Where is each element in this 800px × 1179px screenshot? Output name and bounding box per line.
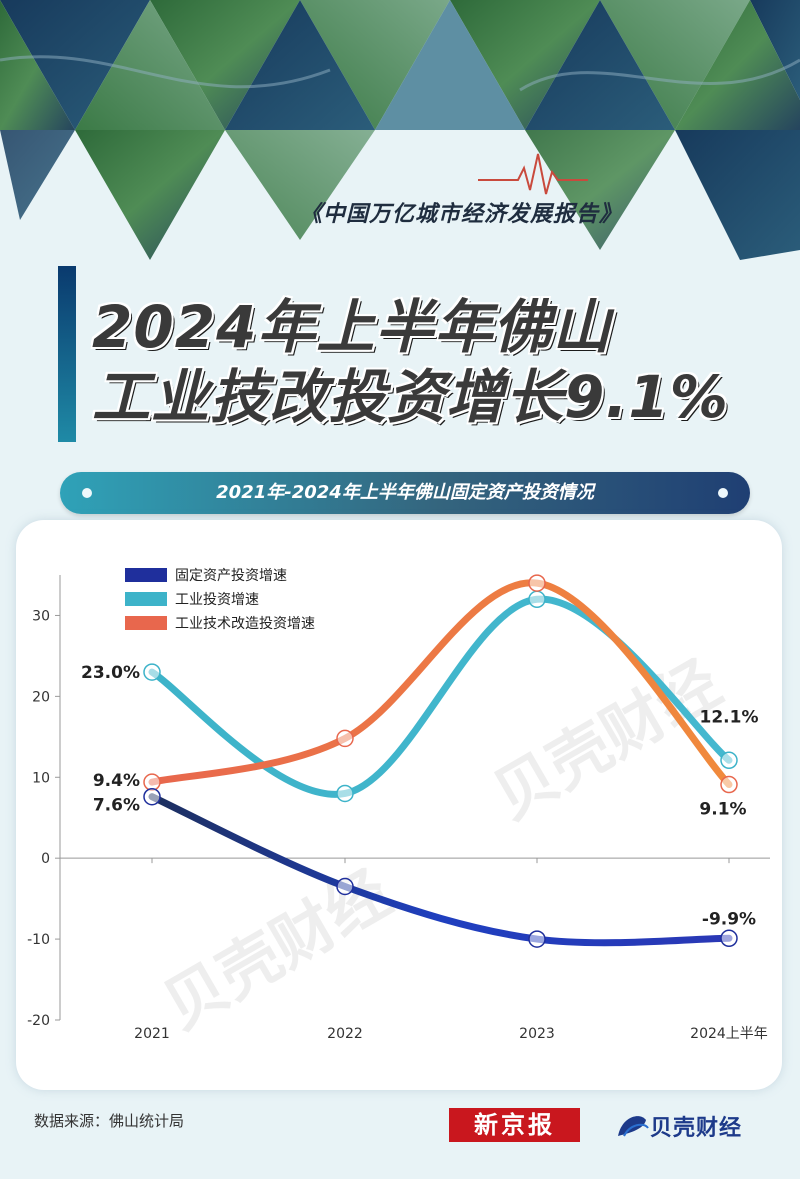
y-tick-label: -10 xyxy=(27,932,50,948)
y-tick-label: 0 xyxy=(41,851,50,867)
series-2-point xyxy=(143,773,161,791)
pill-dot-right xyxy=(718,488,728,498)
page-title-line-1: 2024年上半年佛山 xyxy=(92,293,612,361)
series-1-point xyxy=(720,751,738,770)
data-label: 12.1% xyxy=(700,707,759,727)
series-line-2 xyxy=(148,579,733,789)
chart-card xyxy=(16,520,782,1090)
data-label: 7.6% xyxy=(93,796,140,816)
x-tick-label: 2024上半年 xyxy=(690,1026,768,1042)
data-source: 数据来源：佛山统计局 xyxy=(34,1112,185,1130)
legend-swatch xyxy=(125,592,167,606)
data-label: 9.4% xyxy=(93,771,140,791)
y-tick-label: -20 xyxy=(27,1013,50,1029)
series-2-point xyxy=(336,729,354,748)
y-tick-label: 20 xyxy=(32,689,50,705)
y-tick-label: 30 xyxy=(32,608,50,624)
report-label: 《中国万亿城市经济发展报告》 xyxy=(300,201,623,227)
chart-title-pill: 2021年-2024年上半年佛山固定资产投资情况 xyxy=(60,472,750,514)
legend-label: 工业技术改造投资增速 xyxy=(175,616,315,632)
pulse-line-icon xyxy=(478,153,588,195)
legend-swatch xyxy=(125,616,167,630)
title-accent-bar xyxy=(58,266,76,442)
data-label: 9.1% xyxy=(699,800,746,820)
x-tick-label: 2021 xyxy=(134,1026,170,1042)
publisher-logo: 新京报 xyxy=(449,1108,580,1142)
pill-dot-left xyxy=(82,488,92,498)
chart-title: 2021年-2024年上半年佛山固定资产投资情况 xyxy=(216,482,594,503)
series-0-point xyxy=(528,930,546,948)
series-1-point xyxy=(143,663,161,681)
data-label: 23.0% xyxy=(81,663,140,683)
series-2-point xyxy=(720,775,738,794)
legend-swatch xyxy=(125,568,167,582)
series-0-point xyxy=(336,877,354,896)
shell-logo-icon xyxy=(618,1116,649,1137)
brand-logo-text: 贝壳财经 xyxy=(650,1116,743,1141)
series-1-point xyxy=(336,784,354,803)
header-mosaic-image xyxy=(0,0,800,260)
x-tick-label: 2022 xyxy=(327,1026,363,1042)
series-line-0 xyxy=(148,793,733,947)
page-title-line-2: 工业技改投资增长9.1% xyxy=(92,363,729,431)
legend-label: 固定资产投资增速 xyxy=(175,568,287,584)
series-0-point xyxy=(720,929,738,948)
data-label: -9.9% xyxy=(702,909,756,929)
series-0-point xyxy=(143,787,161,806)
x-tick-label: 2023 xyxy=(519,1026,555,1042)
series-2-point xyxy=(528,574,546,592)
series-line-1 xyxy=(148,595,733,798)
series-1-point xyxy=(528,590,546,609)
legend-label: 工业投资增速 xyxy=(175,592,259,608)
y-tick-label: 10 xyxy=(32,770,50,786)
